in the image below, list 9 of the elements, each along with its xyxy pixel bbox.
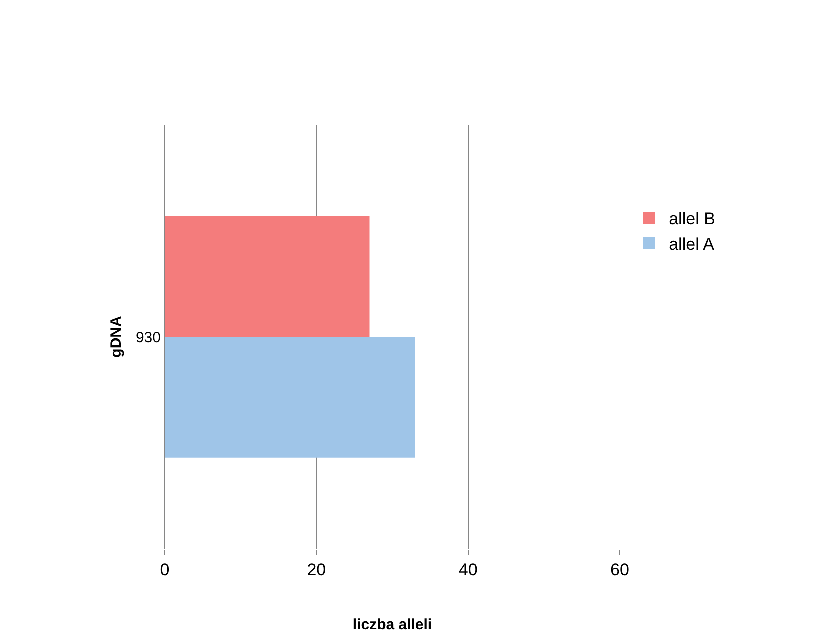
x-axis-title: liczba alleli — [352, 616, 432, 634]
x-tick-label: 20 — [307, 560, 326, 580]
y-axis-title: gDNA — [108, 316, 126, 358]
x-tick-label: 40 — [458, 560, 478, 580]
x-tick-label: 0 — [160, 560, 170, 580]
legend-label: allel A — [669, 234, 716, 254]
x-tick-label: 60 — [610, 560, 630, 580]
legend-label: allel B — [669, 210, 716, 229]
y-tick-label: 930 — [136, 329, 161, 346]
